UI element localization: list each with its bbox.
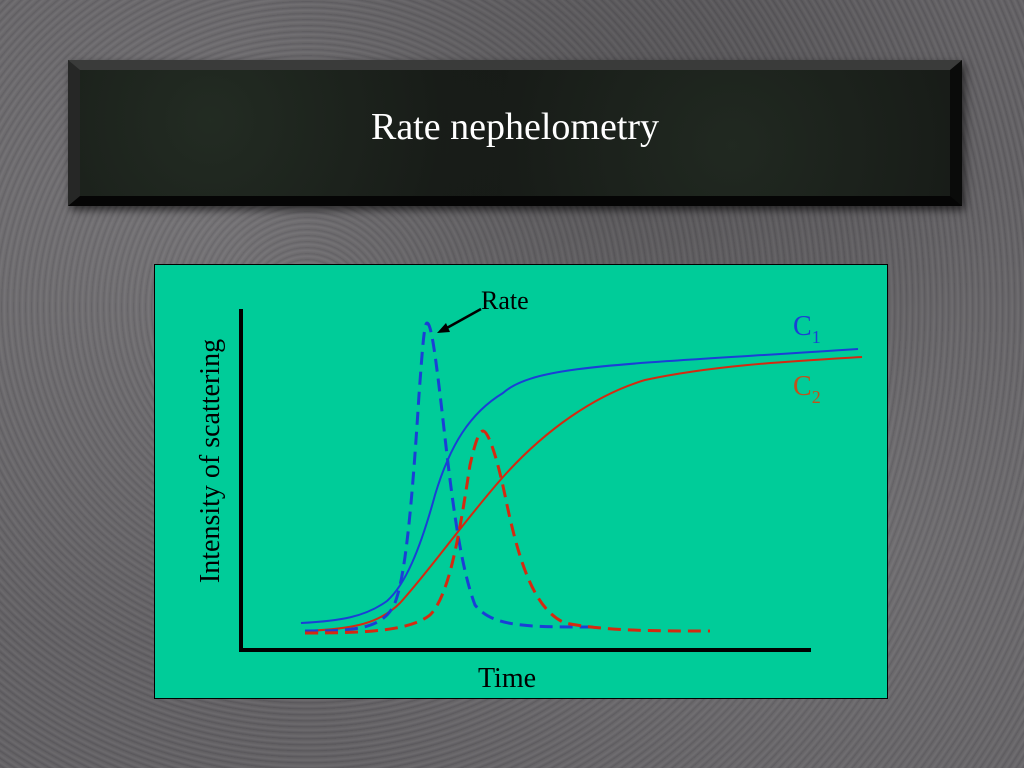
curve-c1-intensity [300, 348, 859, 624]
legend-c1: C1 [793, 311, 821, 347]
figure-panel: Rate C1 C2 Intensity of scattering Time [154, 264, 888, 699]
legend-c2: C2 [793, 371, 821, 407]
rate-annotation: Rate [481, 286, 529, 315]
curve-c2-rate [304, 429, 711, 635]
title-bar: Rate nephelometry [68, 60, 962, 206]
y-axis-label: Intensity of scattering [195, 339, 226, 583]
x-axis-label: Time [478, 663, 536, 694]
legend-c1-sub: 1 [812, 327, 821, 347]
curve-c2-intensity [304, 356, 863, 632]
legend-c2-letter: C [793, 371, 812, 402]
curve-c1-rate [304, 321, 596, 633]
legend-c2-sub: 2 [812, 387, 821, 407]
nephelometry-diagram: Rate C1 C2 Intensity of scattering Time [195, 286, 863, 694]
legend-c1-letter: C [793, 311, 812, 342]
rate-arrow [437, 307, 482, 333]
slide-title: Rate nephelometry [370, 106, 660, 148]
